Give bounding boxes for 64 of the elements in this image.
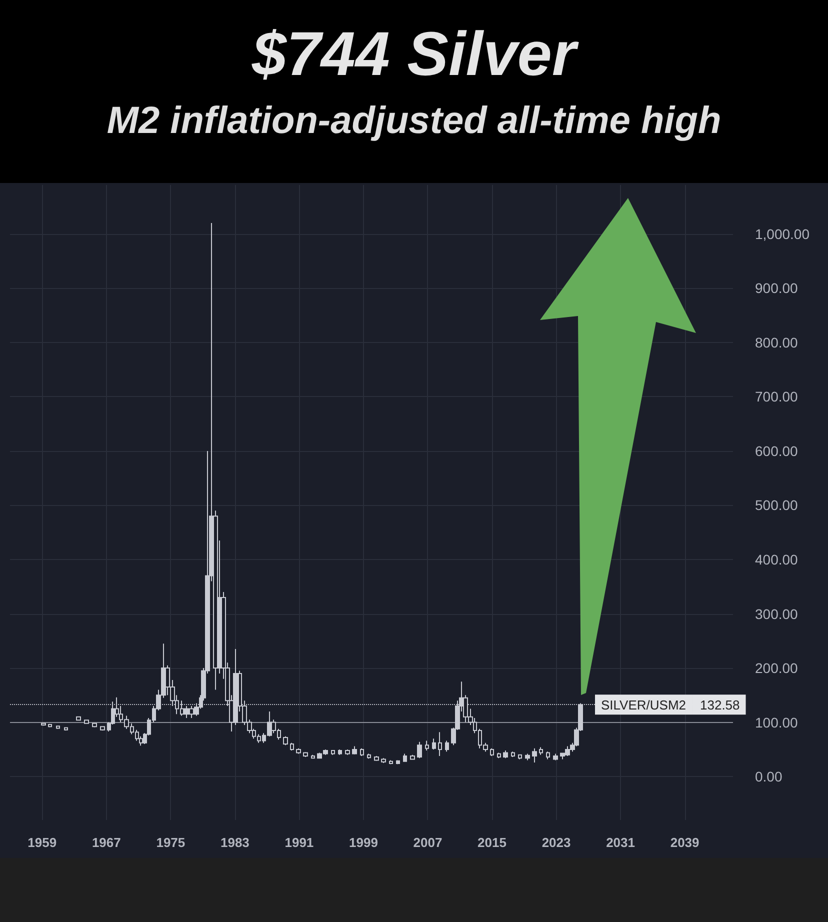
candlestick <box>403 753 407 762</box>
candlestick <box>438 732 442 756</box>
candlestick <box>352 746 357 755</box>
x-tick-label: 1991 <box>284 835 314 850</box>
candlestick <box>432 738 436 750</box>
candlestick <box>92 722 97 728</box>
candlestick <box>553 753 558 761</box>
candlestick <box>296 748 301 754</box>
y-tick-label: 1,000.00 <box>755 226 810 242</box>
candlestick <box>84 719 89 724</box>
candlestick <box>396 760 400 765</box>
y-tick-label: 400.00 <box>755 551 798 568</box>
chart-title: $744 Silver <box>252 19 576 90</box>
x-tick-label: 1983 <box>220 835 250 850</box>
x-tick-label: 1999 <box>349 835 378 850</box>
candlestick <box>290 742 294 752</box>
candlestick <box>338 748 342 756</box>
candlestick <box>539 746 543 756</box>
candlestick <box>41 722 46 726</box>
candlestick <box>490 748 494 756</box>
candlestick <box>374 755 379 762</box>
candlestick <box>303 752 308 758</box>
candlestick <box>360 748 364 756</box>
annotation: 132.58 <box>700 698 740 713</box>
x-tick-label: 1959 <box>28 835 57 850</box>
chart-subtitle: M2 inflation-adjusted all-time high <box>106 99 722 144</box>
x-tick-label: 2015 <box>478 835 506 850</box>
candlestick <box>331 749 335 756</box>
x-tick-label: 2031 <box>606 835 635 850</box>
candlestick <box>100 726 105 731</box>
candlestick <box>425 740 429 752</box>
candlestick <box>525 753 530 761</box>
y-tick-label: 800.00 <box>755 334 798 350</box>
candlestick <box>546 751 550 760</box>
y-tick-label: 0.00 <box>755 768 782 785</box>
candlestick <box>381 758 386 764</box>
candlestick <box>532 748 537 763</box>
x-tick-label: 1975 <box>156 835 186 850</box>
candlestick <box>511 751 515 758</box>
y-tick-label: 500.00 <box>755 497 798 514</box>
ref-line-label: SILVER/USM2 <box>601 698 686 713</box>
x-tick-label: 2007 <box>413 835 442 850</box>
candlestick <box>311 754 315 760</box>
x-tick-label: 2039 <box>670 835 700 850</box>
candlestick <box>497 752 501 759</box>
candlestick <box>518 754 522 760</box>
y-tick-label: 100.00 <box>755 714 798 730</box>
candlestick <box>48 723 52 728</box>
y-tick-label: 900.00 <box>755 280 798 296</box>
y-tick-label: 700.00 <box>755 388 798 405</box>
candlestick <box>503 750 508 759</box>
candlestick <box>283 736 288 746</box>
x-tick-label: 2023 <box>542 835 571 850</box>
y-tick-label: 600.00 <box>755 442 798 459</box>
candlestick <box>417 741 422 759</box>
y-tick-label: 200.00 <box>755 660 798 676</box>
candlestick <box>367 753 371 760</box>
candlestick <box>345 748 350 756</box>
x-tick-label: 1967 <box>92 835 121 850</box>
y-tick-label: 300.00 <box>755 606 798 622</box>
candlestick <box>76 716 81 722</box>
candlestick <box>410 754 415 760</box>
candlestick <box>389 760 393 765</box>
candlestick <box>445 740 449 752</box>
